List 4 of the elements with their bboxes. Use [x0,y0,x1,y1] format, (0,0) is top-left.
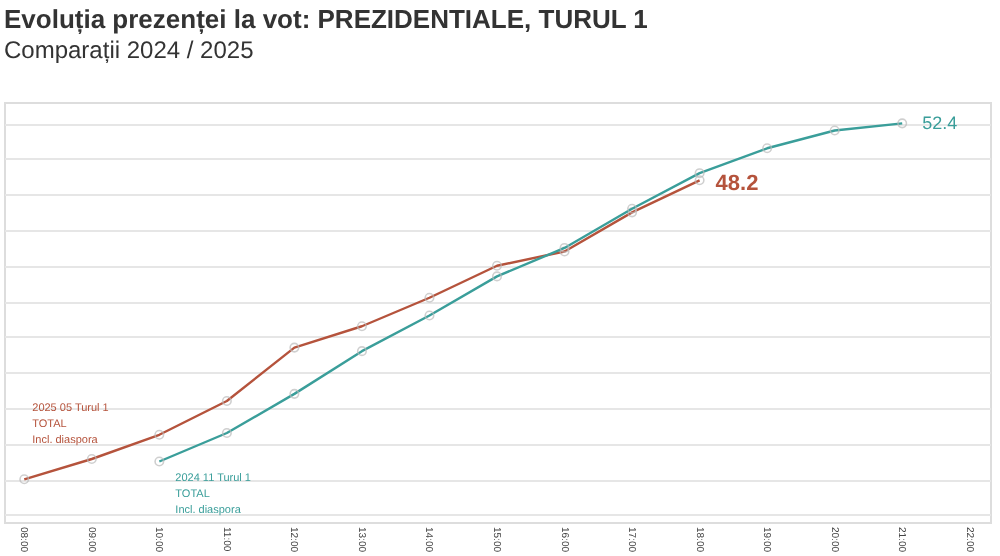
annotation: 48.2 [715,172,759,197]
chart-subtitle: Comparații 2024 / 2025 [4,36,255,64]
annotation: 52.4 [922,113,958,134]
chart-title: Evoluția prezenței la vot: PREZIDENTIALE, TURUL 1 [4,4,648,36]
